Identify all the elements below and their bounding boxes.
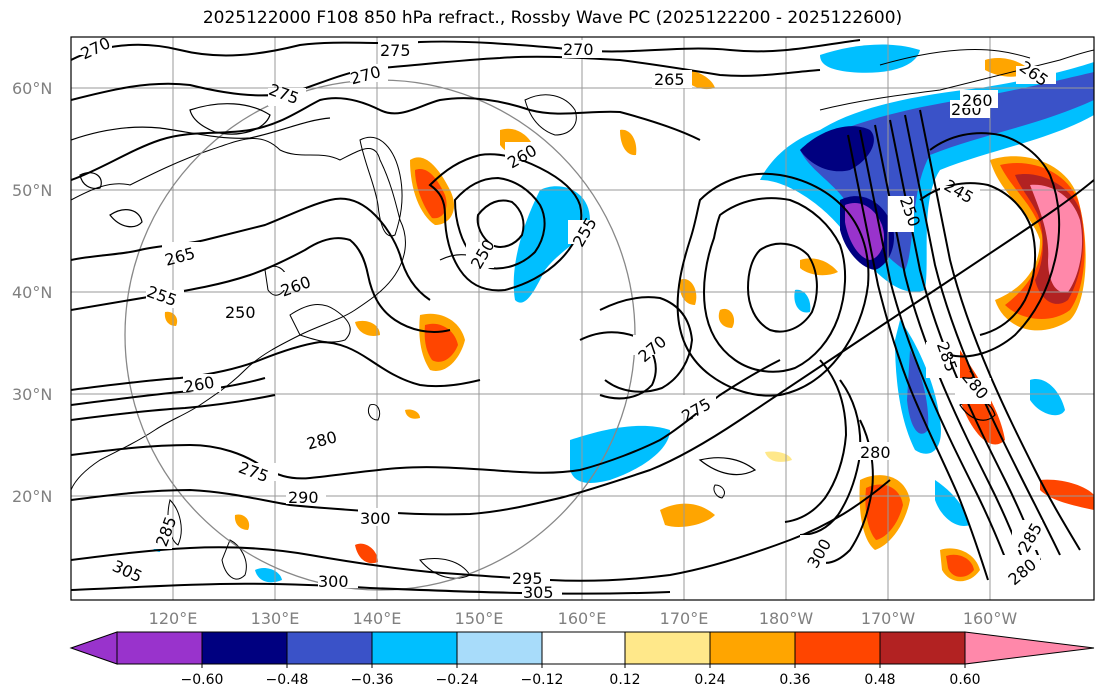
contour-label: 305	[523, 583, 554, 602]
contour-label: 300	[318, 572, 349, 591]
contour-label: 260	[962, 91, 993, 110]
colorbar: −0.60 −0.48 −0.36 −0.24 −0.12 0.12 0.24 …	[69, 631, 1095, 688]
contour-label: 270	[563, 40, 594, 59]
map-frame	[70, 36, 1095, 601]
colorbar-tick-label: 0.48	[864, 672, 895, 688]
lon-label: 140°E	[353, 609, 402, 628]
colorbar-segment	[116, 631, 203, 665]
lat-label: 30°N	[12, 385, 52, 404]
colorbar-tick-label: −0.36	[351, 672, 394, 688]
lat-label: 50°N	[12, 181, 52, 200]
colorbar-segment	[794, 631, 881, 665]
colorbar-segment	[709, 631, 796, 665]
contour-label: 290	[288, 488, 319, 507]
contour-label: 280	[860, 443, 891, 462]
lon-label: 170°E	[660, 609, 709, 628]
contour-label: 300	[360, 509, 391, 528]
colorbar-segment	[286, 631, 373, 665]
colorbar-tick-label: −0.48	[266, 672, 309, 688]
colorbar-tick-label: −0.24	[436, 672, 479, 688]
colorbar-tick-label: 0.36	[779, 672, 810, 688]
lon-label: 130°E	[251, 609, 300, 628]
longitude-axis: 120°E 130°E 140°E 150°E 160°E 170°E 180°…	[149, 609, 1018, 628]
colorbar-tick-label: 0.60	[949, 672, 980, 688]
colorbar-tick-label: 0.24	[694, 672, 725, 688]
colorbar-segment	[371, 631, 458, 665]
colorbar-segment	[456, 631, 543, 665]
colorbar-extend-max	[964, 631, 1095, 665]
colorbar-tick-label: −0.12	[521, 672, 564, 688]
lon-label: 150°E	[455, 609, 504, 628]
map-title: 2025122000 F108 850 hPa refract., Rossby…	[202, 8, 903, 28]
colorbar-segment	[201, 631, 288, 665]
colorbar-segment	[624, 631, 711, 665]
colorbar-ticks	[201, 664, 966, 668]
colorbar-segment	[879, 631, 966, 665]
lon-label: 160°E	[558, 609, 607, 628]
contour-label: 275	[380, 41, 411, 60]
colorbar-tick-label: −0.60	[181, 672, 224, 688]
contour-label: 250	[225, 303, 256, 322]
contour-label: 295	[512, 569, 543, 588]
lon-label: 160°W	[963, 609, 1018, 628]
lat-label: 40°N	[12, 283, 52, 302]
colorbar-segment	[541, 631, 626, 665]
latitude-axis: 60°N 50°N 40°N 30°N 20°N	[12, 79, 52, 506]
lat-label: 60°N	[12, 79, 52, 98]
lon-label: 170°W	[861, 609, 916, 628]
contour-label: 265	[654, 70, 685, 89]
colorbar-extend-min	[69, 631, 118, 665]
lon-label: 180°W	[759, 609, 814, 628]
map-panel: 270 275 270 265 265 260 275 270 260 255 …	[71, 37, 1094, 602]
lat-label: 20°N	[12, 487, 52, 506]
colorbar-tick-label: 0.12	[609, 672, 640, 688]
lon-label: 120°E	[149, 609, 198, 628]
negative-anomaly-shading	[149, 44, 1094, 583]
